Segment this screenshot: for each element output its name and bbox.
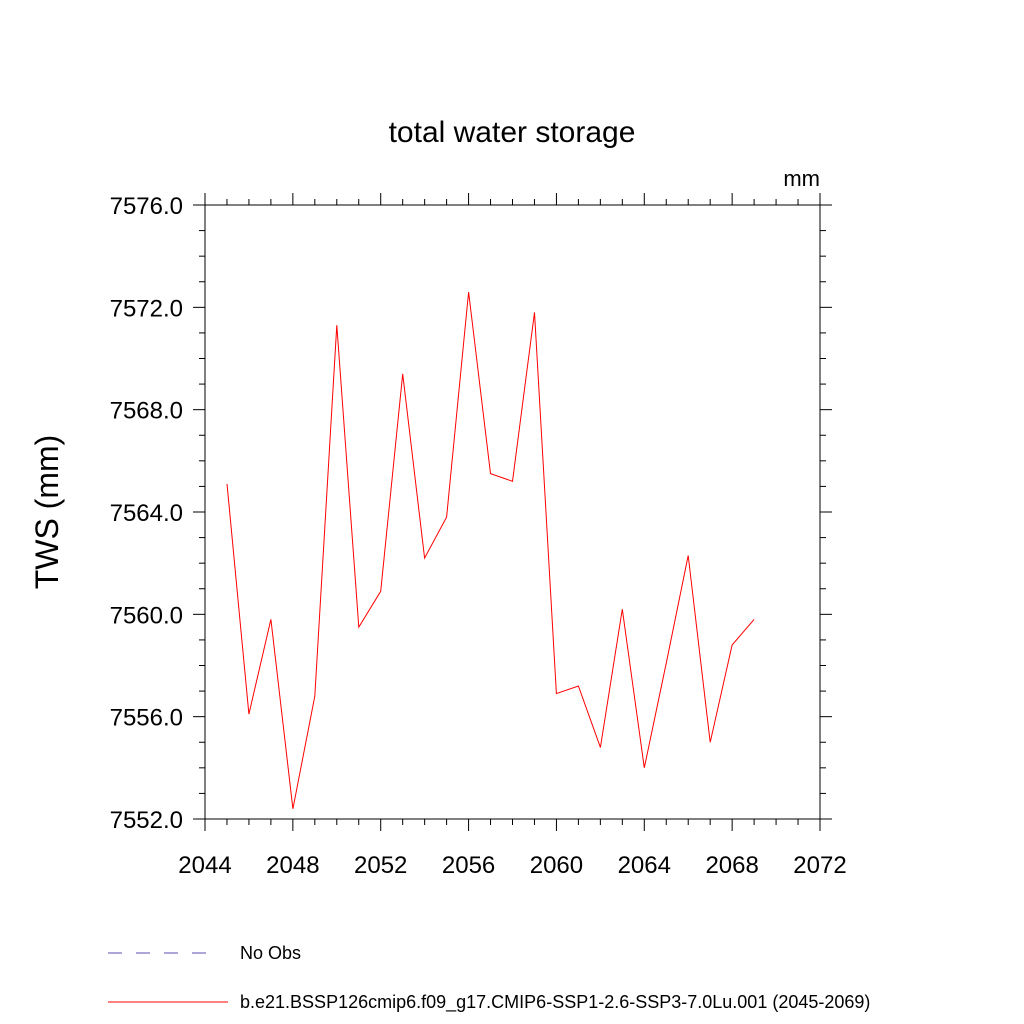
y-tick-label: 7568.0 — [110, 398, 183, 425]
y-axis-label: TWS (mm) — [29, 435, 65, 590]
x-tick-label: 2064 — [618, 852, 671, 879]
y-tick-label: 7572.0 — [110, 295, 183, 322]
y-tick-label: 7560.0 — [110, 602, 183, 629]
chart-title: total water storage — [389, 116, 636, 149]
x-tick-label: 2068 — [705, 852, 758, 879]
legend-label-no-obs: No Obs — [240, 943, 301, 963]
y-tick-label: 7576.0 — [110, 193, 183, 220]
axis-ticks — [193, 193, 832, 831]
y-tick-labels: 7552.0 7556.0 7560.0 7564.0 7568.0 7572.0 7576… — [110, 193, 183, 834]
y-tick-label: 7552.0 — [110, 807, 183, 834]
y-tick-label: 7564.0 — [110, 500, 183, 527]
x-tick-label: 2052 — [354, 852, 407, 879]
x-tick-label: 2072 — [793, 852, 846, 879]
series-line — [226, 291, 755, 809]
series-group — [226, 291, 755, 809]
legend: No Obs b.e21.BSSP126cmip6.f09_g17.CMIP6-… — [108, 943, 870, 1013]
x-tick-labels: 2044 2048 2052 2056 2060 2064 2068 2072 — [178, 852, 846, 879]
x-tick-label: 2048 — [266, 852, 319, 879]
y-tick-label: 7556.0 — [110, 705, 183, 732]
plot-frame — [204, 204, 821, 820]
x-tick-label: 2060 — [530, 852, 583, 879]
x-tick-label: 2044 — [178, 852, 231, 879]
x-tick-label: 2056 — [442, 852, 495, 879]
legend-label-series: b.e21.BSSP126cmip6.f09_g17.CMIP6-SSP1-2.… — [240, 992, 870, 1013]
units-label: mm — [783, 166, 820, 191]
